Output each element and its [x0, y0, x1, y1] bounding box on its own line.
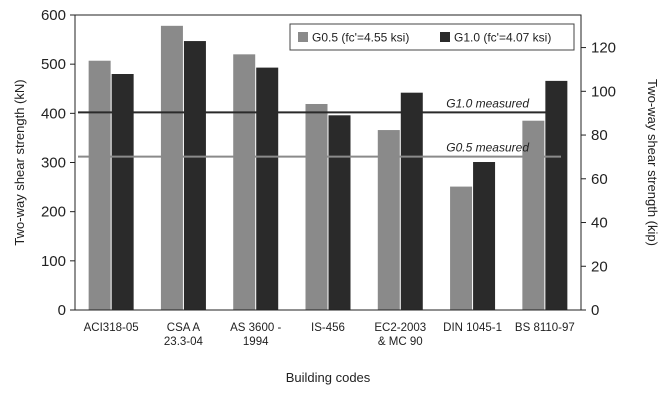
bar-g10-2 — [256, 68, 278, 310]
y-tick-label: 0 — [58, 302, 66, 319]
x-tick-label-line: CSA A — [167, 322, 201, 334]
bar-g10-0 — [112, 74, 134, 310]
x-tick-label-line: 1994 — [243, 336, 269, 348]
y2-tick-label: 40 — [591, 215, 608, 232]
x-tick-label-line: ACI318-05 — [84, 322, 139, 334]
y2-tick-label: 60 — [591, 171, 608, 188]
x-tick-label: EC2-2003 & MC 90 — [374, 322, 426, 348]
x-tick-label-line: DIN 1045-1 — [443, 322, 502, 334]
plot-frame — [75, 15, 581, 310]
legend-swatch-g10 — [440, 32, 450, 42]
x-tick-label-line: IS-456 — [311, 322, 345, 334]
y2-tick-label: 20 — [591, 258, 608, 275]
bar-g10-5 — [473, 162, 495, 310]
y2-tick-label: 0 — [591, 302, 599, 319]
bar-g10-3 — [329, 115, 351, 310]
bar-g10-1 — [184, 41, 206, 310]
y2-tick-label: 120 — [591, 40, 616, 57]
y-axis-title: Two-way shear strength (kN) — [12, 79, 27, 245]
y2-axis-title: Two-way shear strength (kip) — [645, 79, 660, 246]
legend-label-g10: G1.0 (fc'=4.07 ksi) — [454, 31, 551, 45]
y2-tick-label: 80 — [591, 127, 608, 144]
x-tick-label-line: EC2-2003 — [374, 322, 426, 334]
bar-g05-3 — [306, 104, 328, 310]
y-tick-label: 200 — [41, 204, 66, 221]
bar-g10-6 — [545, 81, 567, 310]
x-tick-label-line: 23.3-04 — [164, 336, 204, 348]
x-tick-label: BS 8110-97 — [515, 322, 575, 334]
bar-g05-0 — [89, 61, 111, 310]
x-tick-label-line: AS 3600 - — [230, 322, 281, 334]
reference-label-g10-measured: G1.0 measured — [446, 96, 529, 110]
legend-label-g05: G0.5 (fc'=4.55 ksi) — [312, 31, 409, 45]
x-tick-label-line: & MC 90 — [378, 336, 423, 348]
x-axis-title: Building codes — [286, 370, 371, 385]
bar-g05-5 — [450, 187, 472, 310]
x-tick-label: ACI318-05 — [84, 322, 139, 334]
legend-swatch-g05 — [298, 32, 308, 42]
y2-tick-label: 100 — [591, 83, 616, 100]
bar-g05-1 — [161, 26, 183, 310]
y-tick-label: 500 — [41, 56, 66, 73]
y-tick-label: 100 — [41, 253, 66, 270]
x-tick-label-line: BS 8110-97 — [515, 322, 575, 334]
x-tick-label: AS 3600 - 1994 — [230, 322, 281, 348]
y-tick-label: 400 — [41, 105, 66, 122]
x-tick-label: DIN 1045-1 — [443, 322, 502, 334]
reference-label-g05-measured: G0.5 measured — [446, 141, 529, 155]
x-tick-label: IS-456 — [311, 322, 345, 334]
y-tick-label: 300 — [41, 155, 66, 172]
x-tick-label: CSA A 23.3-04 — [164, 322, 204, 348]
bar-g05-2 — [233, 54, 255, 310]
bar-g10-4 — [401, 93, 423, 310]
y-tick-label: 600 — [41, 7, 66, 24]
